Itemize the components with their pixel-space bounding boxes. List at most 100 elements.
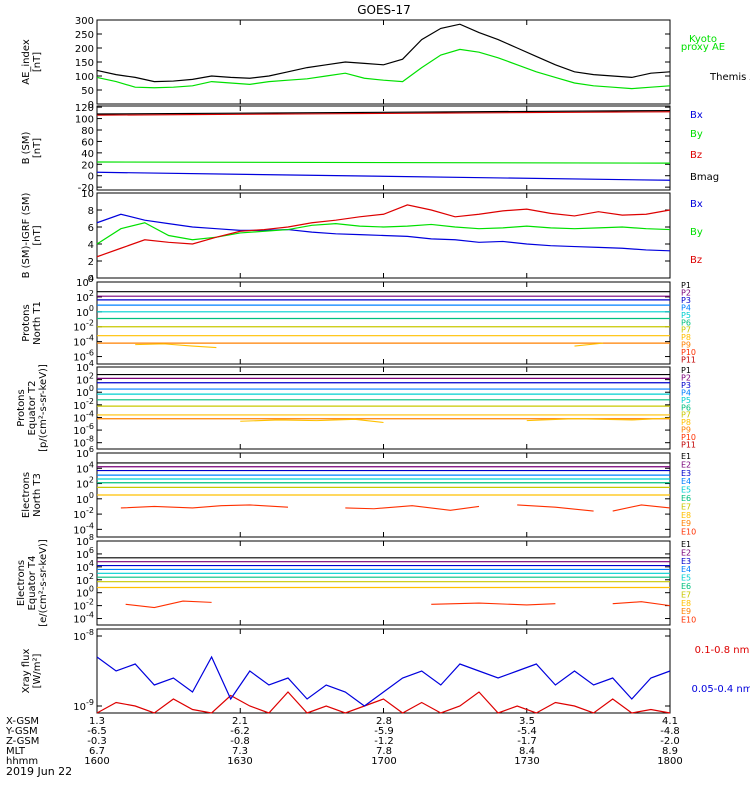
footer-value: -5.4	[517, 726, 537, 737]
footer-row-label: Z-GSM	[6, 736, 39, 747]
y-tick-label: 104	[76, 460, 94, 475]
y-axis-label-line: Equator T4	[27, 556, 38, 611]
footer-value: 1800	[657, 756, 682, 767]
channel-segment	[612, 504, 671, 512]
y-tick-label: 106	[76, 445, 94, 460]
y-tick-label: 104	[76, 359, 94, 374]
legend-p6: P6	[681, 403, 691, 412]
side-label: Bx	[690, 110, 703, 121]
y-axis-label: Protons North T1	[21, 301, 43, 345]
channel-segment	[240, 418, 384, 424]
y-tick-label: 60	[81, 137, 94, 148]
y-axis-label: Xray flux [W/m²]	[21, 649, 43, 694]
footer-value: 7.3	[232, 746, 248, 757]
y-tick-label: 100	[76, 384, 94, 399]
y-tick-label: 108	[76, 533, 94, 548]
footer-value: -1.7	[517, 736, 537, 747]
y-axis-label-line: [nT]	[32, 52, 43, 72]
y-tick-label: 10-8	[73, 435, 94, 450]
y-axis-label-line: [W/m²]	[32, 653, 43, 688]
y-tick-label: 104	[76, 559, 94, 574]
legend-p1: P1	[681, 281, 691, 290]
footer-value: 6.7	[89, 746, 105, 757]
y-tick-label: 102	[76, 572, 94, 587]
legend-e3: E3	[681, 469, 691, 478]
legend-e8: E8	[681, 599, 691, 608]
side-label: Bz	[690, 150, 702, 161]
footer-value: -0.3	[87, 736, 107, 747]
y-axis-label-line: [e/(cm²-s-sr-keV)]	[38, 539, 49, 627]
y-tick-label: 10-4	[73, 334, 94, 349]
y-tick-label: 10-2	[73, 319, 94, 334]
y-tick-label: 10-2	[73, 397, 94, 412]
legend-e10: E10	[681, 616, 696, 625]
side-label: By	[690, 227, 703, 238]
y-axis-label: Electrons Equator T4 [e/(cm²-s-sr-keV)]	[16, 539, 49, 627]
y-axis-label-line: North T3	[32, 473, 43, 517]
legend-e6: E6	[681, 582, 691, 591]
legend-e1: E1	[681, 452, 691, 461]
legend-e2: E2	[681, 548, 691, 557]
panel-xray: 10-9 10-8 Xray flux [W/m²] 0.1-0.8 nm 0.05-0.…	[21, 628, 750, 714]
legend-e8: E8	[681, 511, 691, 520]
footer-value: -1.2	[374, 736, 394, 747]
series-0-1-0-8-nm	[96, 691, 671, 714]
legend-p3: P3	[681, 296, 691, 305]
footer-value: 3.5	[519, 716, 535, 727]
side-label: proxy AE	[681, 42, 725, 53]
side-label: Themis AE	[709, 72, 750, 83]
side-label: 0.1-0.8 nm	[695, 645, 750, 656]
footer-value: 2.8	[376, 716, 392, 727]
legend-e2: E2	[681, 460, 691, 469]
channel-segment	[345, 505, 480, 511]
y-tick-label: 102	[76, 372, 94, 387]
series-bz	[96, 204, 671, 258]
series-bx	[96, 213, 671, 252]
legend-e4: E4	[681, 477, 691, 486]
y-tick-label: 10-8	[73, 628, 94, 643]
y-tick-label: 0	[88, 172, 94, 183]
plot-title: GOES-17	[357, 3, 411, 17]
y-tick-label: 6	[88, 223, 94, 234]
legend-p2: P2	[681, 288, 691, 297]
y-axis-label-line: Electrons	[21, 472, 32, 518]
y-tick-label: 10-4	[73, 611, 94, 626]
legend-e7: E7	[681, 590, 691, 599]
y-axis-label-line: Protons	[21, 304, 32, 341]
legend-p10: P10	[681, 433, 696, 442]
footer-row-label: Y-GSM	[5, 726, 38, 737]
legend-p5: P5	[681, 396, 691, 405]
y-tick-label: 2	[88, 257, 94, 268]
footer-value: 1730	[514, 756, 539, 767]
y-tick-label: 80	[81, 126, 94, 137]
legend-p7: P7	[681, 411, 691, 420]
legend-e1: E1	[681, 540, 691, 549]
legend-e9: E9	[681, 519, 691, 528]
panel-frame	[96, 366, 671, 450]
y-tick-label: 100	[76, 585, 94, 600]
legend-p1: P1	[681, 366, 691, 375]
panel-frame	[96, 105, 671, 191]
panel-ae: 0 50 100 150 200 250 300 AE_index [nT] Kyotoproxy…	[21, 16, 750, 111]
footer-value: 8.4	[519, 746, 535, 757]
y-axis-label: Protons Equator T2 [p/(cm²-s-sr-keV)]	[16, 364, 49, 452]
footer-row-label: MLT	[6, 746, 26, 757]
y-tick-label: 10-2	[73, 506, 94, 521]
channel-segment	[517, 504, 594, 512]
channel-segment	[526, 417, 671, 422]
y-tick-label: 10-4	[73, 521, 94, 536]
footer-value: -2.0	[660, 736, 680, 747]
footer-row-label: X-GSM	[6, 716, 39, 727]
legend-e9: E9	[681, 607, 691, 616]
legend-e5: E5	[681, 574, 691, 583]
series-by	[96, 222, 671, 245]
y-tick-label: -20	[78, 183, 94, 194]
panel-frame	[96, 540, 671, 626]
footer-value: 7.8	[376, 746, 392, 757]
footer-ephemeris: X-GSM 1.3 2.1 2.8 3.5 4.1 Y-GSM -6.5 -6.2 -5.9 -5.…	[5, 716, 683, 767]
